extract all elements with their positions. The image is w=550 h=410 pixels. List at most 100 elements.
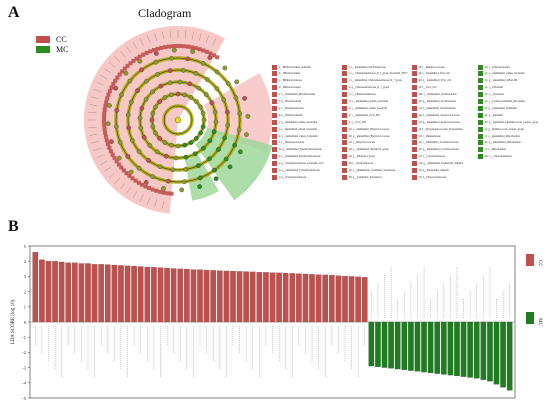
bar-cc bbox=[243, 271, 249, 323]
leaf-label-tick bbox=[91, 96, 99, 99]
tree-node bbox=[216, 147, 221, 152]
bar-mc bbox=[441, 321, 447, 375]
leaf-box bbox=[105, 96, 110, 101]
leaf-label-tick bbox=[139, 38, 144, 46]
tree-node bbox=[113, 124, 119, 129]
bar-mc bbox=[480, 321, 487, 380]
leaf-box bbox=[119, 165, 124, 170]
chart-legend-label-cc: CC bbox=[537, 260, 542, 267]
taxon-swatch bbox=[342, 140, 347, 146]
tree-node bbox=[147, 143, 153, 148]
leaf-box bbox=[102, 115, 107, 120]
taxon-swatch bbox=[272, 78, 277, 84]
tree-node bbox=[209, 100, 215, 106]
bar-cc bbox=[144, 266, 151, 323]
bar-cc bbox=[309, 274, 315, 323]
tree-node bbox=[180, 67, 186, 73]
leaf-box bbox=[128, 61, 133, 66]
bar-cc bbox=[223, 270, 230, 323]
leaf-label-tick bbox=[126, 187, 132, 194]
leaf-box bbox=[107, 89, 112, 94]
bar-cc bbox=[32, 252, 39, 323]
tree-node bbox=[175, 143, 181, 149]
taxon-legend-item: t: s__unidentified_Christensenellaceae_R… bbox=[342, 78, 410, 84]
leaf-box bbox=[190, 45, 195, 50]
taxon-label: u0: g__unidentified_Coriobacteriaceae bbox=[419, 148, 460, 152]
taxon-legend-item: i0: f__Ruminococcaceae bbox=[412, 64, 480, 70]
taxon-legend-item: l: s__Ventriosporobacter bbox=[272, 140, 340, 146]
taxon-legend-item: x: s__unidentified_rumen_bacterium bbox=[342, 105, 410, 111]
tree-node bbox=[193, 70, 199, 76]
taxon-legend-item: z: g__UCG_005 bbox=[342, 119, 410, 125]
taxon-swatch bbox=[272, 85, 277, 91]
taxon-label: i: g__unidentified_rumen_bacterium bbox=[279, 120, 318, 124]
taxon-legend-item: m: g__unidentified_Desulfovibrionaceae bbox=[272, 147, 340, 153]
taxon-swatch bbox=[342, 168, 347, 173]
leaf-box bbox=[102, 119, 107, 124]
leaf-box bbox=[193, 46, 198, 51]
leaf-box bbox=[104, 138, 109, 143]
leaf-box bbox=[120, 69, 125, 74]
taxon-legend-item: l1: f__Mitochondria bbox=[478, 147, 546, 153]
bar-cc bbox=[151, 267, 157, 323]
taxon-label: b0: g__unidentified_Butyricicoccaceae bbox=[349, 134, 390, 138]
tree-node bbox=[137, 115, 143, 121]
bar-cc bbox=[111, 264, 118, 323]
leaf-box bbox=[102, 107, 107, 112]
leaf-box bbox=[211, 53, 216, 58]
tree-node bbox=[157, 99, 162, 104]
y-tick-label: 3 bbox=[24, 274, 27, 279]
leaf-label-tick bbox=[114, 56, 121, 63]
taxon-label: k0: g__unidentified_UCG_010 bbox=[419, 79, 452, 83]
taxon-swatch bbox=[272, 126, 277, 132]
taxon-swatch bbox=[412, 85, 417, 91]
taxon-legend-item: f1: g__unidentified_bullianum bbox=[478, 105, 546, 111]
taxon-label: e1: s__Lachnoclostridium_phocaeense bbox=[485, 100, 526, 103]
leaf-label-tick bbox=[147, 35, 151, 43]
bar-cc bbox=[197, 269, 203, 323]
leaf-label-tick bbox=[162, 200, 164, 209]
tree-node bbox=[183, 167, 189, 172]
tree-node bbox=[170, 167, 176, 173]
tree-node bbox=[237, 111, 243, 116]
taxon-legend-item: b: _Bifidobacterium bbox=[272, 71, 340, 77]
tree-node bbox=[157, 164, 163, 170]
leaf-label-tick bbox=[91, 141, 99, 144]
bar-cc bbox=[45, 261, 52, 323]
tree-root bbox=[174, 116, 182, 124]
chart-legend-swatch-mc bbox=[526, 312, 534, 324]
taxon-label: y: s__unidentified_UCG_005 bbox=[349, 113, 380, 117]
bar-cc bbox=[256, 272, 263, 323]
leaf-box bbox=[159, 45, 164, 50]
leaf-box bbox=[133, 178, 138, 183]
taxon-legend-item: n0: g__unidentified_Oscillospirales bbox=[412, 99, 480, 105]
leaf-label-tick bbox=[93, 147, 101, 151]
tree-node bbox=[175, 91, 181, 97]
taxon-label: u: g__Christensenellaceae_R_7_group bbox=[349, 86, 390, 90]
tree-node bbox=[162, 95, 168, 100]
taxon-swatch bbox=[478, 78, 483, 84]
leaf-box bbox=[197, 47, 202, 52]
tree-node bbox=[198, 130, 203, 136]
bar-cc bbox=[342, 276, 348, 323]
tree-node bbox=[192, 151, 198, 157]
taxon-legend-item: l0: f__UCG_010 bbox=[412, 85, 480, 91]
bar-cc bbox=[131, 265, 137, 323]
leaf-box bbox=[116, 162, 121, 167]
bar-mc bbox=[421, 321, 427, 373]
legend-swatch-mc bbox=[36, 45, 50, 53]
taxon-swatch bbox=[478, 105, 483, 111]
tree-node bbox=[128, 99, 134, 105]
taxon-swatch bbox=[342, 161, 347, 167]
leaf-box bbox=[117, 72, 122, 77]
taxon-label: d0: s__unidentified_NK4A214_group bbox=[349, 148, 389, 152]
tree-node bbox=[143, 96, 149, 102]
taxon-legend-item: h1: g__unidentified_Ruminococcus_torques… bbox=[478, 119, 546, 125]
taxon-legend-item: b0: g__unidentified_Butyricicoccaceae bbox=[342, 133, 410, 139]
taxon-swatch bbox=[342, 119, 347, 125]
taxon-label: a0: s__unidentified_Butyricicoccaceae bbox=[349, 127, 390, 131]
taxon-label: r0: f__Peptostreptococcales_Tissierellal… bbox=[419, 127, 463, 131]
tree-node bbox=[213, 119, 219, 125]
taxon-legend-item: s: s__Christensenellaceae_R_7_group_bact… bbox=[342, 71, 410, 77]
leaf-box bbox=[125, 63, 130, 68]
